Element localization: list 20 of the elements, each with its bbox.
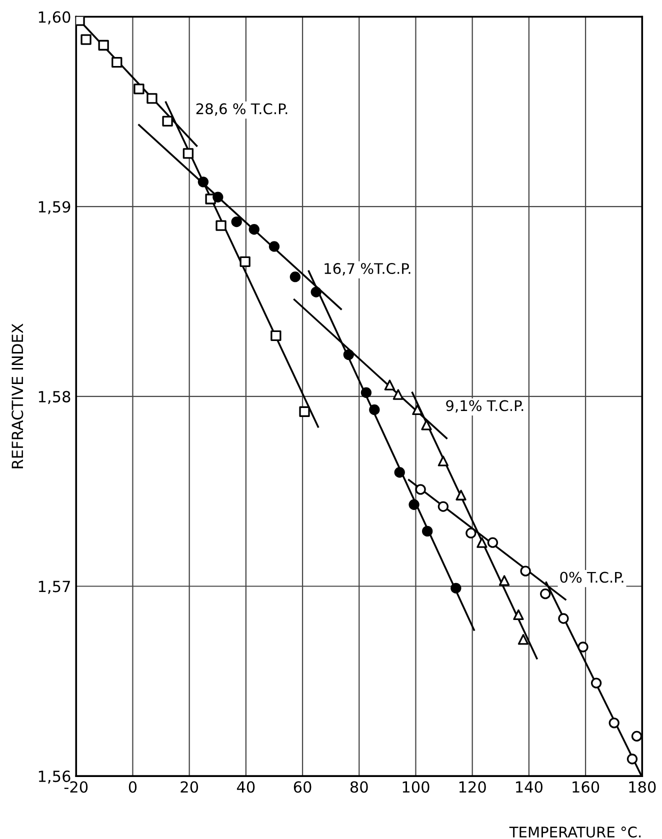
series-label: 9,1% T.C.P. [446, 400, 524, 413]
x-tick-label: 80 [350, 781, 368, 793]
x-tick-label: 180 [629, 781, 656, 793]
y-tick-label: 1,57 [38, 580, 70, 594]
x-tick-label: 20 [180, 781, 198, 793]
x-tick-label: 160 [572, 781, 600, 793]
y-tick-label: 1,58 [38, 390, 70, 404]
x-tick-label: 140 [516, 781, 543, 793]
y-tick-label: 1,59 [38, 201, 70, 214]
series-label: 0% T.C.P. [560, 572, 624, 583]
x-tick-label: 40 [236, 781, 255, 793]
y-tick-label: 1,60 [38, 11, 70, 24]
series-label: 16,7 %T.C.P. [324, 263, 410, 276]
y-axis-title: REFRACTIVE INDEX [12, 324, 24, 468]
x-tick-label: 60 [294, 781, 312, 793]
x-axis-title: TEMPERATURE °C. [509, 826, 641, 838]
series-label: 28,6 % T.C.P. [196, 103, 288, 116]
x-tick-label: 100 [402, 781, 430, 793]
x-tick-label: 120 [459, 781, 486, 793]
x-tick-label: 0 [128, 781, 137, 793]
